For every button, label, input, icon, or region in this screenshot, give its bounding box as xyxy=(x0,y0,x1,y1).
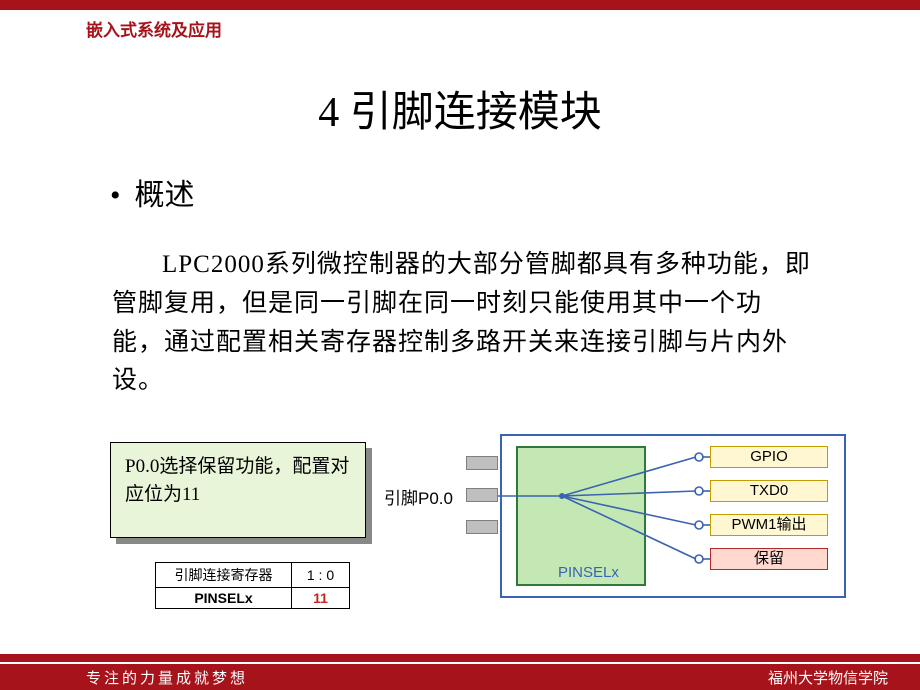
top-strip xyxy=(0,0,920,10)
footer-school: 福州大学物信学院 xyxy=(768,667,888,688)
table-row: 引脚连接寄存器 1 : 0 xyxy=(156,563,350,588)
footer-strip xyxy=(0,654,920,662)
footer-tagline: 专注的力量成就梦想 xyxy=(86,667,248,688)
reg-value: 11 xyxy=(292,588,350,609)
diagram-lines xyxy=(460,434,860,604)
slide: 嵌入式系统及应用 4 引脚连接模块 • 概述 LPC2000系列微控制器的大部分管… xyxy=(0,0,920,690)
reg-name: PINSELx xyxy=(156,588,292,609)
register-table: 引脚连接寄存器 1 : 0 PINSELx 11 xyxy=(155,562,350,609)
slide-title: 4 引脚连接模块 xyxy=(0,78,920,139)
course-name: 嵌入式系统及应用 xyxy=(86,16,222,41)
body-paragraph: LPC2000系列微控制器的大部分管脚都具有多种功能，即管脚复用，但是同一引脚在… xyxy=(112,246,812,401)
reg-header: 引脚连接寄存器 xyxy=(156,563,292,588)
bullet-dot-icon: • xyxy=(110,179,121,213)
pin-diagram: PINSELxGPIOTXD0PWM1输出保留 xyxy=(460,434,860,600)
table-row: PINSELx 11 xyxy=(156,588,350,609)
bullet-text: 概述 xyxy=(135,179,195,212)
reg-bits: 1 : 0 xyxy=(292,563,350,588)
footer-bar: 专注的力量成就梦想 福州大学物信学院 xyxy=(0,664,920,690)
bullet-overview: • 概述 xyxy=(110,170,195,214)
callout-content: P0.0选择保留功能，配置对应位为11 xyxy=(110,442,366,538)
callout-box: P0.0选择保留功能，配置对应位为11 xyxy=(110,442,366,542)
pin-label: 引脚P0.0 xyxy=(384,484,453,509)
